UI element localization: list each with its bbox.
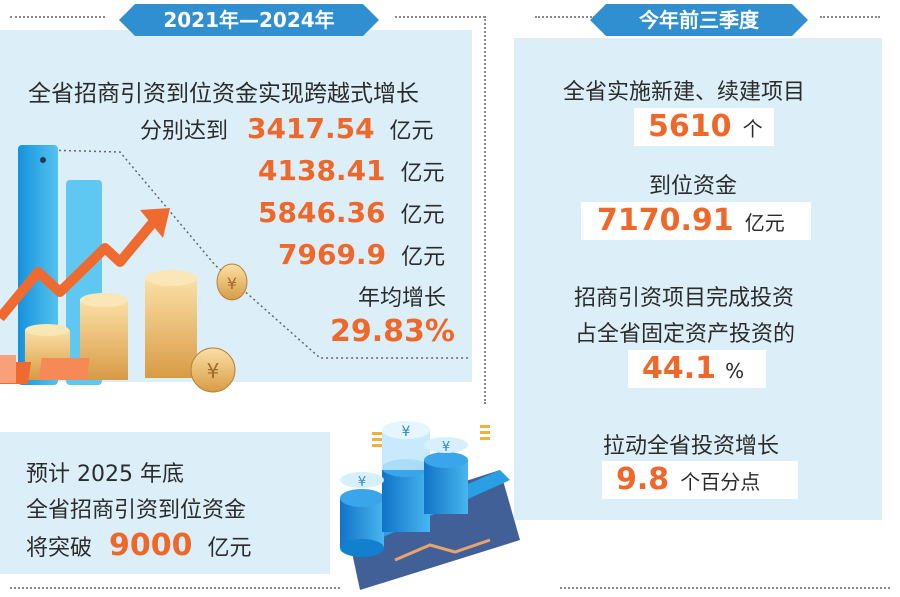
share-value: 44.1 [642, 351, 717, 386]
svg-text:¥: ¥ [402, 424, 411, 440]
period-tag-2021-2024: 2021年—2024年 [119, 4, 379, 36]
left-value-row-3: 5846.36 亿元 [258, 196, 445, 229]
funds-value-box: 7170.91 亿元 [581, 202, 811, 240]
value-2021-unit: 亿元 [389, 119, 434, 144]
left-heading: 全省招商引资到位资金实现跨越式增长 [28, 81, 419, 107]
value-2023: 5846.36 [258, 196, 386, 229]
frame-line-left-top [10, 16, 105, 18]
left-lead-text: 分别达到 [140, 119, 229, 144]
value-2022: 4138.41 [258, 154, 386, 187]
growth-pull-label: 拉动全省投资增长 [603, 434, 780, 459]
left-value-row-2: 4138.41 亿元 [258, 154, 445, 187]
frame-line-bottom-right [560, 587, 890, 589]
svg-text:¥: ¥ [442, 440, 450, 455]
funds-unit: 亿元 [744, 211, 785, 235]
period-tag-three-quarters: 今年前三季度 [590, 4, 808, 36]
value-2024: 7969.9 [278, 238, 387, 271]
avg-growth-value: 29.83% [330, 314, 455, 349]
share-unit: % [725, 359, 745, 383]
period-tag-label: 2021年—2024年 [163, 8, 335, 32]
frame-line-right-top [535, 16, 595, 18]
projects-label: 全省实施新建、续建项目 [563, 80, 806, 105]
value-2021: 3417.54 [247, 112, 375, 145]
svg-text:¥: ¥ [227, 274, 237, 293]
svg-text:¥: ¥ [207, 359, 220, 383]
growth-pull-unit: 个百分点 [680, 470, 761, 494]
value-2023-unit: 亿元 [400, 203, 445, 228]
forecast-value: 9000 [109, 528, 193, 563]
projects-value: 5610 [648, 109, 732, 144]
period-tag-right-label: 今年前三季度 [639, 8, 759, 32]
growth-pull-value-box: 9.8 个百分点 [602, 461, 798, 499]
value-2024-unit: 亿元 [401, 245, 446, 270]
share-value-box: 44.1 % [628, 350, 766, 388]
frame-line-bottom-left [10, 587, 340, 589]
frame-line-left-right [484, 16, 486, 404]
svg-text:¥: ¥ [358, 475, 366, 490]
funds-value: 7170.91 [597, 203, 734, 238]
growth-pull-value: 9.8 [616, 462, 670, 497]
avg-growth-label: 年均增长 [358, 286, 447, 311]
left-value-row-1: 分别达到 3417.54 亿元 [140, 112, 434, 145]
investment-label-line-2: 占全省固定资产投资的 [575, 322, 796, 347]
projects-value-box: 5610 个 [634, 108, 774, 146]
frame-line-right-top2 [820, 16, 880, 18]
forecast-line-2: 全省招商引资到位资金 [26, 498, 247, 523]
forecast-line-3: 将突破 9000 亿元 [26, 528, 252, 563]
left-value-row-4: 7969.9 亿元 [278, 238, 445, 271]
value-2022-unit: 亿元 [400, 161, 445, 186]
forecast-line-1: 预计 2025 年底 [26, 462, 184, 487]
investment-label-line-1: 招商引资项目完成投资 [574, 286, 795, 311]
funds-label: 到位资金 [649, 174, 738, 199]
projects-unit: 个 [742, 117, 763, 141]
forecast-unit: 亿元 [207, 536, 252, 561]
forecast-panel [0, 432, 330, 574]
forecast-lead: 将突破 [26, 536, 93, 561]
frame-line-left-top-right [395, 16, 485, 18]
